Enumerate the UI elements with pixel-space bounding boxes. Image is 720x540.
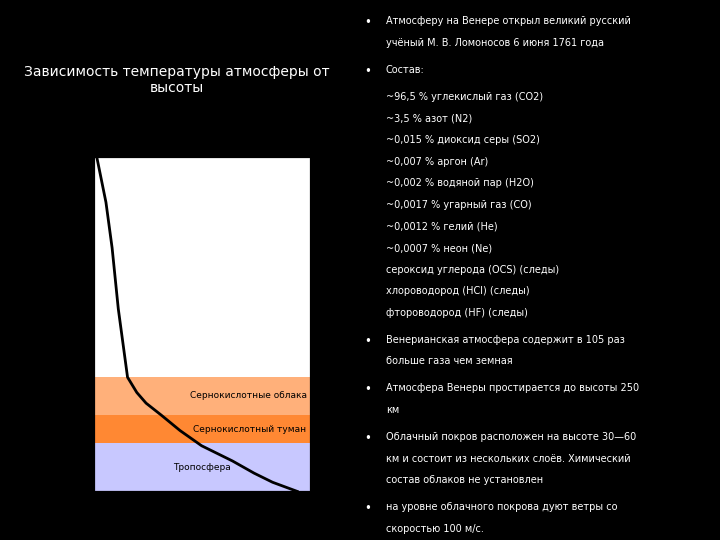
Text: Атмосфера Венеры простирается до высоты 250: Атмосфера Венеры простирается до высоты … [386, 383, 639, 394]
X-axis label: Температура (°С): Температура (°С) [160, 514, 243, 523]
Text: хлороводород (HCl) (следы): хлороводород (HCl) (следы) [386, 286, 529, 296]
Text: Сернокислотный туман: Сернокислотный туман [194, 424, 307, 434]
Text: •: • [364, 335, 371, 348]
Text: Зависимость температуры атмосферы от
высоты: Зависимость температуры атмосферы от выс… [24, 65, 329, 95]
Text: на уровне облачного покрова дуют ветры со: на уровне облачного покрова дуют ветры с… [386, 502, 617, 512]
Text: ~0,002 % водяной пар (H2O): ~0,002 % водяной пар (H2O) [386, 178, 534, 188]
Text: учёный М. В. Ломоносов 6 июня 1761 года: учёный М. В. Ломоносов 6 июня 1761 года [386, 38, 604, 48]
Text: Атмосферу на Венере открыл великий русский: Атмосферу на Венере открыл великий русск… [386, 16, 631, 26]
Text: Сернокислотные облака: Сернокислотные облака [189, 391, 307, 400]
Text: ~0,0007 % неон (Ne): ~0,0007 % неон (Ne) [386, 243, 492, 253]
Text: ~3,5 % азот (N2): ~3,5 % азот (N2) [386, 113, 472, 124]
Y-axis label: Давление (бар): Давление (бар) [339, 290, 348, 358]
Text: ~0,015 % диоксид серы (SO2): ~0,015 % диоксид серы (SO2) [386, 135, 540, 145]
Text: •: • [364, 502, 371, 515]
Text: Венерианская атмосфера содержит в 105 раз: Венерианская атмосфера содержит в 105 ра… [386, 335, 625, 345]
Text: ~0,0017 % угарный газ (CO): ~0,0017 % угарный газ (CO) [386, 200, 531, 210]
Text: •: • [364, 383, 371, 396]
Text: скоростью 100 м/с.: скоростью 100 м/с. [386, 524, 484, 534]
Bar [94, 443, 310, 491]
Bar [94, 377, 310, 415]
Text: ~96,5 % углекислый газ (CO2): ~96,5 % углекислый газ (CO2) [386, 92, 543, 102]
Text: км: км [386, 405, 399, 415]
Text: ~0,0012 % гелий (He): ~0,0012 % гелий (He) [386, 221, 498, 232]
Text: ~0,007 % аргон (Ar): ~0,007 % аргон (Ar) [386, 157, 488, 167]
Text: •: • [364, 432, 371, 445]
Text: •: • [364, 65, 371, 78]
Text: больше газа чем земная: больше газа чем земная [386, 356, 513, 367]
Text: состав облаков не установлен: состав облаков не установлен [386, 475, 543, 485]
Bar [94, 415, 310, 443]
Text: км и состоит из нескольких слоёв. Химический: км и состоит из нескольких слоёв. Химиче… [386, 454, 631, 464]
Text: Облачный покров расположен на высоте 30—60: Облачный покров расположен на высоте 30—… [386, 432, 636, 442]
Text: Состав:: Состав: [386, 65, 425, 75]
Text: Тропосфера: Тропосфера [173, 463, 230, 471]
Text: •: • [364, 16, 371, 29]
Text: сероксид углерода (OCS) (следы): сероксид углерода (OCS) (следы) [386, 265, 559, 275]
Text: фтороводород (HF) (следы): фтороводород (HF) (следы) [386, 308, 528, 318]
